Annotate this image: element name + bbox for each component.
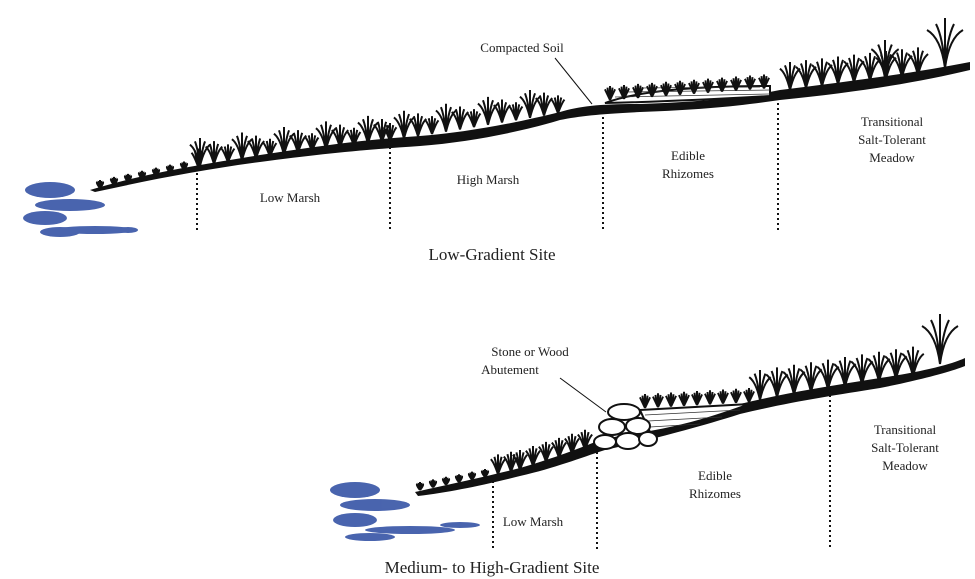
zone-label: Meadow xyxy=(882,458,928,473)
plant xyxy=(167,165,173,173)
callout-line xyxy=(560,378,606,412)
plant xyxy=(436,104,456,132)
plant xyxy=(417,482,423,490)
plant xyxy=(536,93,553,116)
plant xyxy=(666,393,676,407)
plant xyxy=(828,57,848,85)
plant xyxy=(844,55,864,83)
plant xyxy=(812,58,832,86)
plant xyxy=(482,469,488,477)
zone-label: Edible xyxy=(698,468,732,483)
plant xyxy=(510,102,523,120)
plant xyxy=(679,392,689,406)
plant xyxy=(469,472,475,480)
plant xyxy=(653,393,663,407)
plant xyxy=(491,454,505,474)
plant xyxy=(190,138,210,166)
caption: Low-Gradient Site xyxy=(429,245,556,264)
zone-label: Low Marsh xyxy=(503,514,564,529)
plant xyxy=(426,116,439,134)
plant xyxy=(922,314,958,364)
plant xyxy=(456,474,462,482)
plant xyxy=(410,113,427,136)
zone-label: Low Marsh xyxy=(260,190,321,205)
zone-label: Rhizomes xyxy=(662,166,714,181)
plant xyxy=(780,62,800,90)
plant xyxy=(692,391,702,405)
zone-label: Transitional xyxy=(874,422,937,437)
water xyxy=(23,182,138,237)
plant xyxy=(731,389,741,403)
plant xyxy=(232,132,252,160)
zone-label: Edible xyxy=(671,148,705,163)
plant xyxy=(468,109,481,127)
callout: Abutement xyxy=(481,362,539,377)
plant xyxy=(443,477,449,485)
plant xyxy=(718,390,728,404)
zone-label: Transitional xyxy=(861,114,924,129)
caption: Medium- to High-Gradient Site xyxy=(385,558,600,577)
page: {"diagrams": [ {"caption": "Low-Gradient… xyxy=(0,0,975,579)
plant xyxy=(153,168,159,176)
plant xyxy=(452,106,469,129)
callout: Stone or Wood xyxy=(491,344,569,359)
plant xyxy=(705,390,715,404)
zone-label: High Marsh xyxy=(457,172,520,187)
plant xyxy=(927,18,963,68)
plant xyxy=(520,90,540,118)
plant xyxy=(552,95,565,113)
zone-label: Rhizomes xyxy=(689,486,741,501)
plant xyxy=(478,97,498,125)
plant xyxy=(494,100,511,123)
plant xyxy=(206,141,223,164)
plant xyxy=(125,174,131,182)
zone-label: Meadow xyxy=(869,150,915,165)
plant xyxy=(139,171,145,179)
plant xyxy=(605,86,615,100)
callout: Compacted Soil xyxy=(480,40,564,55)
plant xyxy=(640,394,650,408)
plant xyxy=(181,162,187,170)
zone-label: Salt-Tolerant xyxy=(871,440,939,455)
plant xyxy=(860,53,880,81)
rhizome-bed xyxy=(640,404,750,432)
plant xyxy=(97,180,103,188)
zone-label: Salt-Tolerant xyxy=(858,132,926,147)
diagram: Compacted Soil Low Marsh High Marsh Edib… xyxy=(0,0,975,579)
plant xyxy=(796,60,816,88)
callout-line xyxy=(555,58,592,104)
water xyxy=(330,482,480,541)
plant xyxy=(430,479,436,487)
plant xyxy=(744,388,754,402)
plant xyxy=(394,111,414,139)
plant xyxy=(111,177,117,185)
